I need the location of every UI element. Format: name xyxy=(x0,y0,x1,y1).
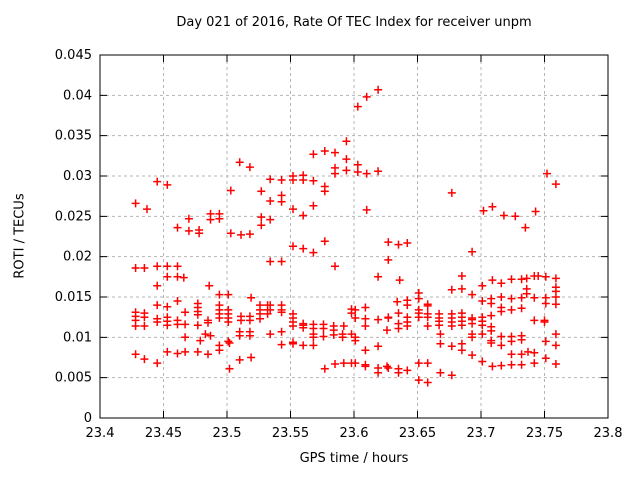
x-tick-label: 23.8 xyxy=(594,426,623,441)
y-tick-label: 0.045 xyxy=(55,48,92,63)
x-tick-label: 23.75 xyxy=(526,426,563,441)
y-tick-label: 0.04 xyxy=(63,88,92,103)
x-axis-label: GPS time / hours xyxy=(299,451,409,466)
y-tick-label: 0.005 xyxy=(55,371,92,386)
x-tick-label: 23.5 xyxy=(213,426,242,441)
x-tick-label: 23.6 xyxy=(340,426,369,441)
x-tick-label: 23.4 xyxy=(86,426,115,441)
y-tick-label: 0 xyxy=(84,411,92,426)
y-tick-label: 0.035 xyxy=(55,129,92,144)
axis-border xyxy=(99,54,609,419)
data-points xyxy=(131,85,560,387)
x-tick-label: 23.45 xyxy=(145,426,182,441)
y-tick-label: 0.025 xyxy=(55,209,92,224)
x-tick-label: 23.7 xyxy=(467,426,496,441)
y-tick-label: 0.015 xyxy=(55,290,92,305)
x-tick-label: 23.55 xyxy=(272,426,309,441)
y-tick-label: 0.02 xyxy=(63,250,92,265)
y-tick-label: 0.03 xyxy=(63,169,92,184)
x-tick-label: 23.65 xyxy=(399,426,436,441)
y-tick-label: 0.01 xyxy=(63,330,92,345)
chart-title: Day 021 of 2016, Rate Of TEC Index for r… xyxy=(176,15,532,30)
